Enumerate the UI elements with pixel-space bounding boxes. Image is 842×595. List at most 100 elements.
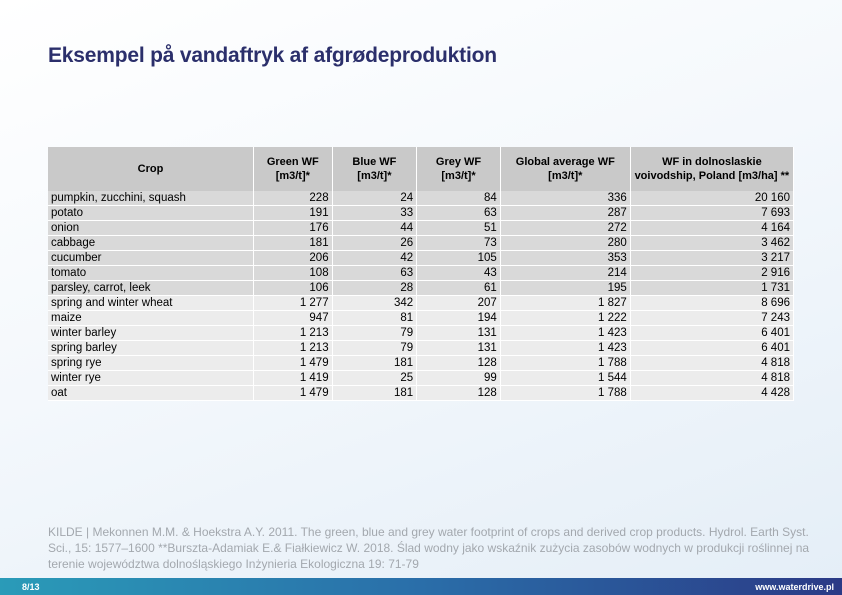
value-cell: 2 916 [630, 265, 795, 281]
column-header: Green WF [m3/t]* [253, 147, 333, 191]
value-cell: 1 479 [253, 355, 333, 371]
value-cell: 84 [416, 191, 501, 206]
value-cell: 191 [253, 205, 333, 221]
value-cell: 207 [416, 295, 501, 311]
value-cell: 26 [332, 235, 418, 251]
value-cell: 206 [253, 250, 333, 266]
value-cell: 131 [416, 325, 501, 341]
crop-cell: spring and winter wheat [48, 295, 255, 311]
value-cell: 128 [416, 385, 501, 401]
crop-cell: oat [48, 385, 255, 401]
value-cell: 287 [500, 205, 631, 221]
crop-cell: maize [48, 310, 255, 326]
table-row: tomato 108 63 43 214 2 916 [48, 265, 795, 281]
value-cell: 4 818 [630, 355, 795, 371]
value-cell: 195 [500, 280, 631, 296]
value-cell: 131 [416, 340, 501, 356]
value-cell: 1 788 [500, 355, 631, 371]
value-cell: 6 401 [630, 340, 795, 356]
value-cell: 6 401 [630, 325, 795, 341]
value-cell: 1 788 [500, 385, 631, 401]
value-cell: 33 [332, 205, 418, 221]
value-cell: 106 [253, 280, 333, 296]
column-header: Crop [48, 147, 255, 191]
table-row: oat 1 479 181 128 1 788 4 428 [48, 385, 795, 401]
table-row: potato 191 33 63 287 7 693 [48, 205, 795, 221]
data-table: Crop Green WF [m3/t]* Blue WF [m3/t]* Grey … [48, 147, 795, 401]
value-cell: 4 818 [630, 370, 795, 386]
value-cell: 42 [332, 250, 418, 266]
value-cell: 1 423 [500, 325, 631, 341]
value-cell: 73 [416, 235, 501, 251]
value-cell: 7 243 [630, 310, 795, 326]
table-row: winter rye 1 419 25 99 1 544 4 818 [48, 370, 795, 386]
value-cell: 1 222 [500, 310, 631, 326]
crop-cell: tomato [48, 265, 255, 281]
crop-cell: spring barley [48, 340, 255, 356]
crop-cell: spring rye [48, 355, 255, 371]
value-cell: 61 [416, 280, 501, 296]
crop-cell: winter barley [48, 325, 255, 341]
value-cell: 1 423 [500, 340, 631, 356]
value-cell: 181 [332, 355, 418, 371]
value-cell: 3 462 [630, 235, 795, 251]
value-cell: 24 [332, 191, 418, 206]
value-cell: 20 160 [630, 191, 795, 206]
value-cell: 1 827 [500, 295, 631, 311]
value-cell: 28 [332, 280, 418, 296]
value-cell: 108 [253, 265, 333, 281]
crop-cell: parsley, carrot, leek [48, 280, 255, 296]
table-row: maize 947 81 194 1 222 7 243 [48, 310, 795, 326]
website: www.waterdrive.pl [755, 582, 834, 592]
table-body: pumpkin, zucchini, squash 228 24 84 336 20 16… [48, 191, 795, 401]
value-cell: 176 [253, 220, 333, 236]
column-header: WF in dolnoslaskie voivodship, Poland [m… [630, 147, 795, 191]
header-row: Crop Green WF [m3/t]* Blue WF [m3/t]* Grey … [48, 147, 795, 191]
table-row: winter barley 1 213 79 131 1 423 6 401 [48, 325, 795, 341]
value-cell: 1 277 [253, 295, 333, 311]
table-row: cucumber 206 42 105 353 3 217 [48, 250, 795, 266]
slide-title: Eksempel på vandaftryk af afgrødeprodukt… [48, 44, 497, 67]
value-cell: 25 [332, 370, 418, 386]
value-cell: 214 [500, 265, 631, 281]
value-cell: 1 544 [500, 370, 631, 386]
value-cell: 353 [500, 250, 631, 266]
crop-cell: pumpkin, zucchini, squash [48, 191, 255, 206]
value-cell: 128 [416, 355, 501, 371]
value-cell: 51 [416, 220, 501, 236]
value-cell: 280 [500, 235, 631, 251]
value-cell: 1 213 [253, 340, 333, 356]
table-row: spring rye 1 479 181 128 1 788 4 818 [48, 355, 795, 371]
table-row: spring barley 1 213 79 131 1 423 6 401 [48, 340, 795, 356]
value-cell: 1 419 [253, 370, 333, 386]
crop-cell: potato [48, 205, 255, 221]
value-cell: 181 [253, 235, 333, 251]
value-cell: 105 [416, 250, 501, 266]
table-row: parsley, carrot, leek 106 28 61 195 1 731 [48, 280, 795, 296]
value-cell: 194 [416, 310, 501, 326]
page-number: 8/13 [22, 582, 40, 592]
table-row: cabbage 181 26 73 280 3 462 [48, 235, 795, 251]
crop-cell: winter rye [48, 370, 255, 386]
column-header: Grey WF [m3/t]* [416, 147, 501, 191]
value-cell: 4 164 [630, 220, 795, 236]
value-cell: 181 [332, 385, 418, 401]
value-cell: 3 217 [630, 250, 795, 266]
crop-cell: cabbage [48, 235, 255, 251]
footer-bar: 8/13 www.waterdrive.pl [0, 578, 842, 595]
value-cell: 4 428 [630, 385, 795, 401]
value-cell: 79 [332, 325, 418, 341]
value-cell: 342 [332, 295, 418, 311]
value-cell: 8 696 [630, 295, 795, 311]
value-cell: 1 213 [253, 325, 333, 341]
column-header: Global average WF [m3/t]* [500, 147, 631, 191]
table-row: pumpkin, zucchini, squash 228 24 84 336 20 16… [48, 191, 795, 206]
value-cell: 43 [416, 265, 501, 281]
table-row: spring and winter wheat 1 277 342 207 1 827 8… [48, 295, 795, 311]
source-note: KILDE | Mekonnen M.M. & Hoekstra A.Y. 20… [48, 525, 810, 571]
column-header: Blue WF [m3/t]* [332, 147, 418, 191]
value-cell: 1 479 [253, 385, 333, 401]
value-cell: 336 [500, 191, 631, 206]
value-cell: 947 [253, 310, 333, 326]
